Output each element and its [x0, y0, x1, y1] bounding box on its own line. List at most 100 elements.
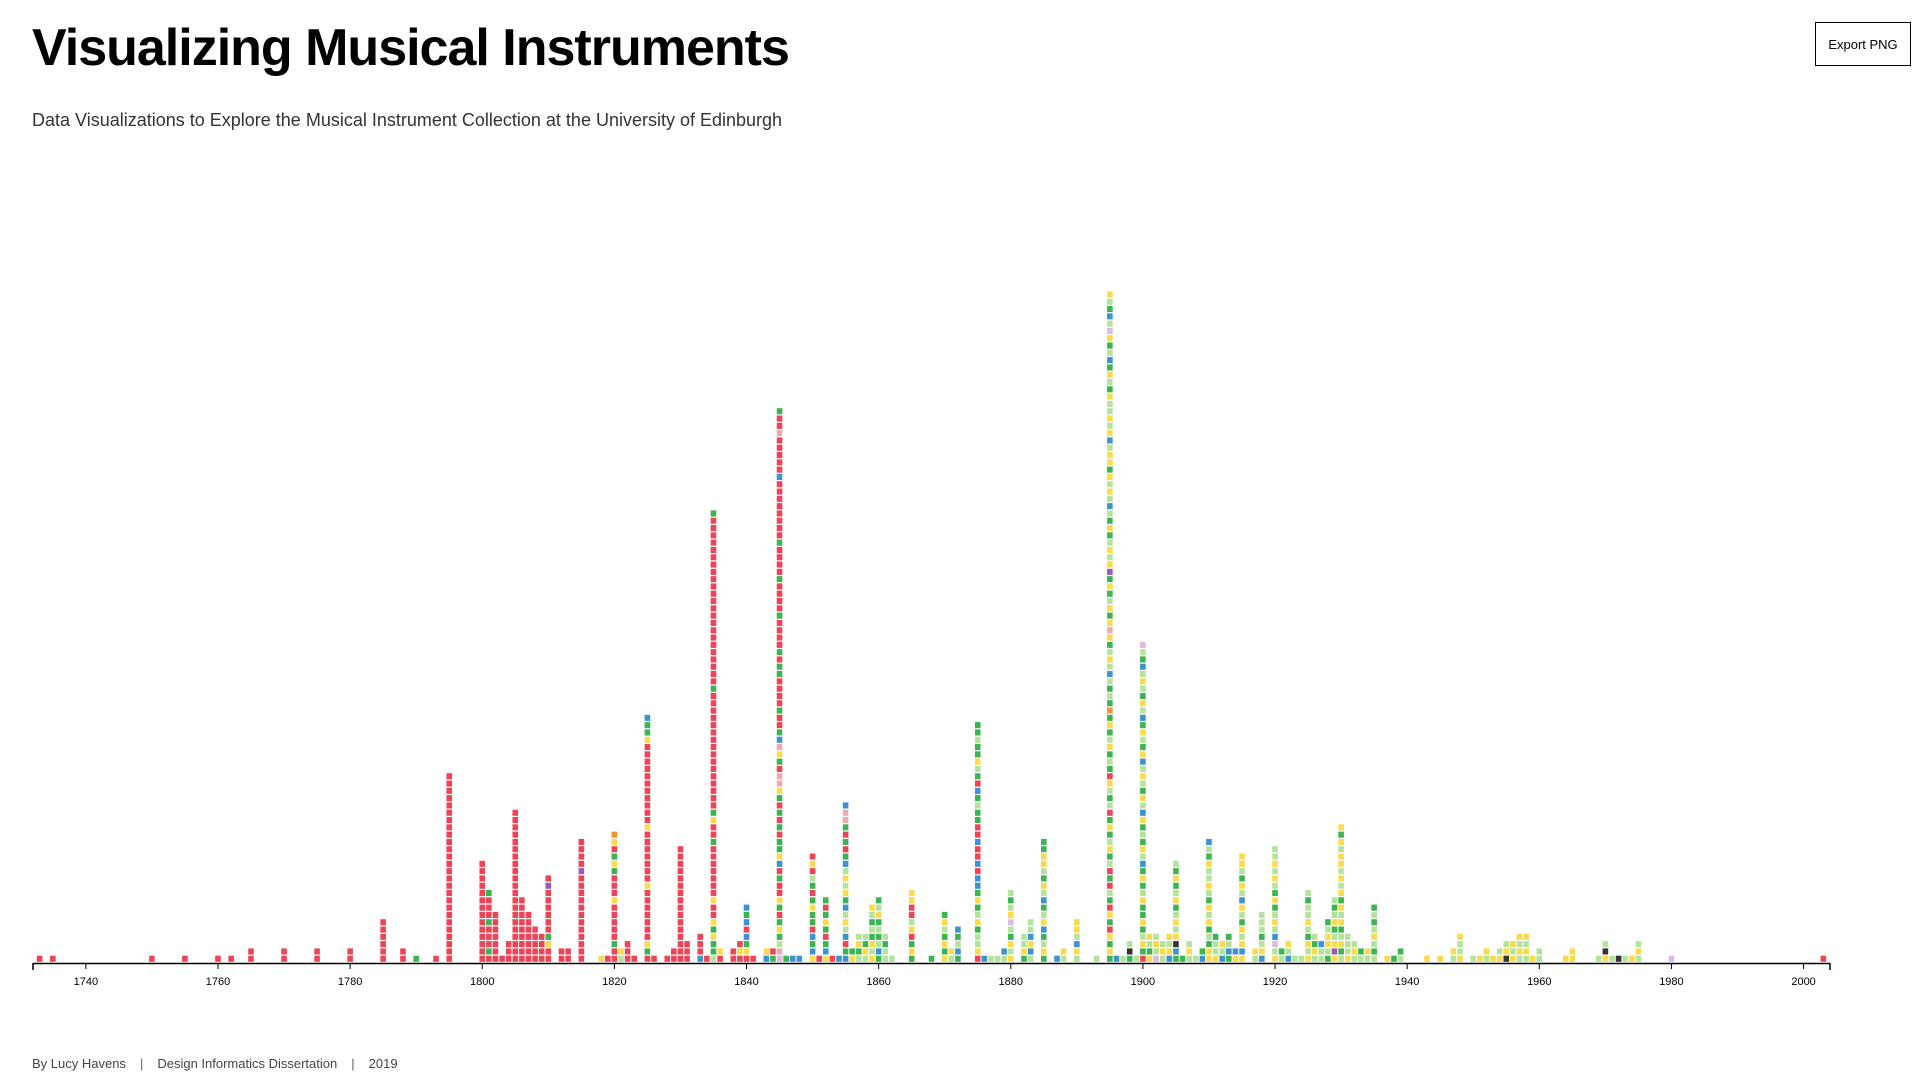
instrument-cell[interactable] [1510, 948, 1516, 955]
instrument-cell[interactable] [479, 875, 486, 882]
instrument-cell[interactable] [538, 955, 545, 962]
instrument-cell[interactable] [1609, 955, 1615, 962]
instrument-cell[interactable] [856, 941, 862, 948]
instrument-cell[interactable] [671, 955, 677, 962]
instrument-cell[interactable] [1457, 948, 1463, 955]
instrument-cell[interactable] [1206, 882, 1212, 889]
instrument-cell[interactable] [505, 948, 512, 955]
instrument-cell[interactable] [1364, 948, 1371, 955]
instrument-cell[interactable] [677, 926, 684, 933]
instrument-cell[interactable] [776, 897, 783, 904]
instrument-cell[interactable] [611, 831, 618, 838]
instrument-cell[interactable] [1338, 911, 1344, 918]
instrument-cell[interactable] [519, 911, 525, 918]
instrument-cell[interactable] [1358, 948, 1364, 955]
instrument-cell[interactable] [611, 860, 618, 867]
instrument-cell[interactable] [1041, 911, 1047, 918]
instrument-cell[interactable] [525, 926, 532, 933]
instrument-cell[interactable] [512, 853, 519, 860]
instrument-cell[interactable] [558, 955, 565, 962]
instrument-cell[interactable] [1126, 948, 1133, 955]
instrument-cell[interactable] [1272, 911, 1278, 918]
instrument-cell[interactable] [710, 758, 717, 765]
instrument-cell[interactable] [842, 817, 849, 824]
instrument-cell[interactable] [1027, 919, 1034, 926]
instrument-cell[interactable] [1206, 875, 1212, 882]
instrument-cell[interactable] [1503, 941, 1510, 948]
instrument-cell[interactable] [505, 955, 512, 962]
instrument-cell[interactable] [1107, 306, 1113, 313]
instrument-cell[interactable] [565, 955, 571, 962]
instrument-cell[interactable] [1226, 933, 1232, 940]
instrument-cell[interactable] [941, 948, 948, 955]
instrument-cell[interactable] [908, 919, 915, 926]
instrument-cell[interactable] [1107, 722, 1113, 729]
instrument-cell[interactable] [710, 744, 717, 751]
instrument-cell[interactable] [776, 780, 783, 787]
instrument-cell[interactable] [525, 911, 532, 918]
instrument-cell[interactable] [1311, 948, 1318, 955]
instrument-cell[interactable] [869, 933, 875, 940]
instrument-cell[interactable] [578, 926, 585, 933]
instrument-cell[interactable] [545, 955, 552, 962]
instrument-cell[interactable] [1107, 627, 1113, 634]
instrument-cell[interactable] [1140, 817, 1146, 824]
instrument-cell[interactable] [822, 926, 829, 933]
instrument-cell[interactable] [776, 619, 783, 626]
instrument-cell[interactable] [644, 882, 651, 889]
instrument-cell[interactable] [1107, 780, 1113, 787]
instrument-cell[interactable] [545, 941, 552, 948]
instrument-cell[interactable] [664, 955, 671, 962]
instrument-cell[interactable] [1496, 948, 1503, 955]
instrument-cell[interactable] [677, 919, 684, 926]
instrument-cell[interactable] [644, 919, 651, 926]
instrument-cell[interactable] [1107, 576, 1113, 583]
instrument-cell[interactable] [776, 736, 783, 743]
instrument-cell[interactable] [1001, 948, 1007, 955]
instrument-cell[interactable] [1173, 955, 1179, 962]
instrument-cell[interactable] [505, 941, 512, 948]
instrument-cell[interactable] [1140, 955, 1146, 962]
instrument-cell[interactable] [1338, 853, 1344, 860]
instrument-cell[interactable] [1338, 904, 1344, 911]
instrument-cell[interactable] [578, 948, 585, 955]
instrument-cell[interactable] [479, 933, 486, 940]
instrument-cell[interactable] [248, 955, 254, 962]
instrument-cell[interactable] [737, 941, 743, 948]
instrument-cell[interactable] [1140, 714, 1146, 721]
instrument-cell[interactable] [1391, 955, 1397, 962]
instrument-cell[interactable] [545, 890, 552, 897]
instrument-cell[interactable] [1146, 941, 1153, 948]
instrument-cell[interactable] [875, 897, 882, 904]
instrument-cell[interactable] [519, 897, 525, 904]
instrument-cell[interactable] [710, 685, 717, 692]
instrument-cell[interactable] [776, 525, 783, 532]
instrument-cell[interactable] [1041, 860, 1047, 867]
instrument-cell[interactable] [908, 897, 915, 904]
instrument-cell[interactable] [710, 619, 717, 626]
instrument-cell[interactable] [1166, 948, 1173, 955]
instrument-cell[interactable] [512, 838, 519, 845]
instrument-cell[interactable] [1107, 736, 1113, 743]
instrument-cell[interactable] [710, 641, 717, 648]
instrument-cell[interactable] [842, 824, 849, 831]
instrument-cell[interactable] [1140, 663, 1146, 670]
instrument-cell[interactable] [1173, 882, 1179, 889]
instrument-cell[interactable] [1107, 663, 1113, 670]
instrument-cell[interactable] [1054, 955, 1060, 962]
instrument-cell[interactable] [1107, 430, 1113, 437]
instrument-cell[interactable] [677, 875, 684, 882]
instrument-cell[interactable] [776, 634, 783, 641]
instrument-cell[interactable] [512, 941, 519, 948]
instrument-cell[interactable] [446, 948, 453, 955]
instrument-cell[interactable] [446, 846, 453, 853]
instrument-cell[interactable] [479, 904, 486, 911]
instrument-cell[interactable] [1397, 948, 1404, 955]
instrument-cell[interactable] [1153, 948, 1159, 955]
instrument-cell[interactable] [1192, 955, 1199, 962]
instrument-cell[interactable] [1622, 955, 1628, 962]
instrument-cell[interactable] [1140, 831, 1146, 838]
instrument-cell[interactable] [1007, 904, 1014, 911]
instrument-cell[interactable] [974, 897, 981, 904]
instrument-cell[interactable] [710, 838, 717, 845]
